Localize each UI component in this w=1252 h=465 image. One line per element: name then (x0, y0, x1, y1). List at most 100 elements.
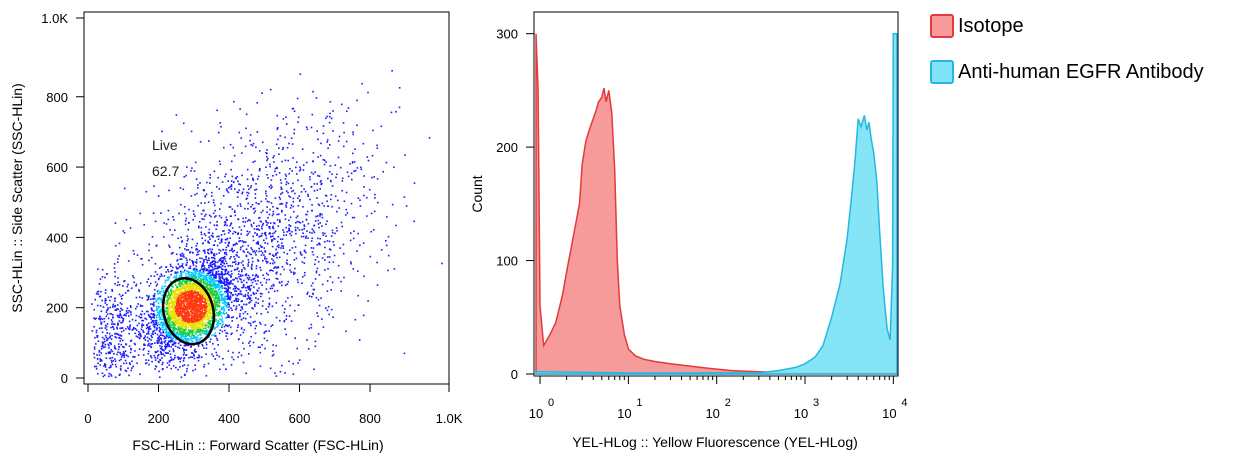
scatter-point (317, 315, 319, 317)
scatter-point (110, 373, 112, 376)
scatter-point (180, 319, 183, 322)
scatter-point (194, 276, 197, 279)
scatter-point (235, 307, 238, 310)
scatter-point (278, 256, 281, 259)
scatter-point (260, 313, 263, 315)
scatter-point (195, 333, 197, 335)
scatter-point (253, 212, 256, 214)
scatter-point (211, 278, 214, 281)
scatter-point (207, 321, 210, 324)
scatter-point (187, 292, 190, 294)
scatter-point (156, 290, 159, 292)
scatter-point (196, 300, 198, 302)
scatter-point (292, 200, 295, 203)
scatter-point (273, 284, 275, 287)
scatter-point (300, 235, 303, 238)
scatter-point (143, 347, 145, 350)
scatter-point (203, 297, 205, 300)
scatter-point (100, 322, 103, 325)
scatter-point (211, 195, 213, 197)
scatter-point (199, 275, 202, 277)
scatter-point (109, 352, 111, 354)
scatter-point (218, 302, 220, 304)
scatter-point (319, 188, 321, 190)
scatter-point (278, 281, 281, 283)
scatter-point (179, 313, 182, 316)
scatter-point (168, 292, 170, 295)
scatter-point (222, 323, 224, 325)
scatter-point (225, 273, 227, 275)
scatter-point (137, 336, 139, 338)
scatter-point (289, 232, 291, 235)
scatter-point (305, 161, 308, 164)
scatter-point (260, 250, 263, 252)
scatter-point (257, 175, 260, 178)
scatter-point (193, 320, 195, 323)
scatter-point (302, 206, 304, 208)
scatter-point (165, 334, 168, 336)
scatter-point (285, 190, 288, 192)
scatter-point (307, 291, 309, 294)
scatter-point (180, 305, 182, 307)
scatter-point (208, 214, 211, 217)
scatter-point (186, 334, 189, 337)
scatter-point (100, 290, 102, 293)
scatter-point (326, 240, 329, 242)
scatter-point (123, 329, 125, 332)
scatter-point (143, 337, 146, 339)
scatter-point (179, 330, 181, 333)
scatter-point (201, 264, 203, 267)
scatter-point (247, 278, 250, 281)
scatter-point (241, 300, 244, 302)
scatter-point (242, 317, 245, 319)
scatter-point (252, 291, 255, 294)
scatter-point (291, 107, 294, 110)
scatter-point (232, 244, 235, 247)
scatter-point (228, 242, 230, 245)
scatter-point (165, 288, 167, 290)
scatter-point (195, 262, 198, 264)
scatter-point (168, 364, 170, 366)
scatter-point (209, 311, 212, 313)
scatter-point (184, 212, 186, 215)
scatter-point (156, 341, 159, 343)
scatter-point (295, 166, 297, 169)
scatter-point (162, 332, 165, 334)
scatter-point (322, 232, 324, 234)
scatter-point (201, 274, 204, 277)
scatter-point (98, 354, 101, 356)
scatter-point (262, 209, 264, 212)
scatter-point (225, 368, 227, 370)
scatter-point (108, 347, 110, 349)
scatter-point (203, 366, 205, 368)
scatter-point (404, 154, 406, 156)
scatter-point (130, 347, 132, 350)
scatter-point (187, 287, 190, 290)
scatter-point (306, 293, 308, 295)
scatter-point (172, 330, 175, 333)
scatter-point (326, 200, 328, 203)
scatter-point (193, 350, 196, 352)
scatter-point (105, 299, 107, 302)
scatter-point (380, 125, 383, 128)
scatter-point (245, 303, 247, 306)
scatter-point (239, 108, 241, 110)
scatter-point (128, 374, 130, 377)
scatter-point (161, 285, 164, 288)
scatter-point (311, 232, 313, 234)
scatter-point (201, 304, 203, 306)
scatter-point (197, 308, 199, 310)
scatter-point (293, 210, 295, 213)
scatter-point (286, 231, 289, 233)
scatter-point (219, 293, 222, 295)
scatter-point (205, 287, 207, 289)
scatter-point (328, 115, 331, 118)
scatter-point (169, 312, 172, 314)
scatter-point (185, 249, 188, 251)
scatter-point (224, 265, 226, 268)
scatter-point (302, 169, 305, 171)
scatter-point (175, 318, 177, 320)
scatter-point (215, 351, 218, 354)
scatter-point (225, 249, 227, 251)
scatter-point (252, 161, 254, 163)
